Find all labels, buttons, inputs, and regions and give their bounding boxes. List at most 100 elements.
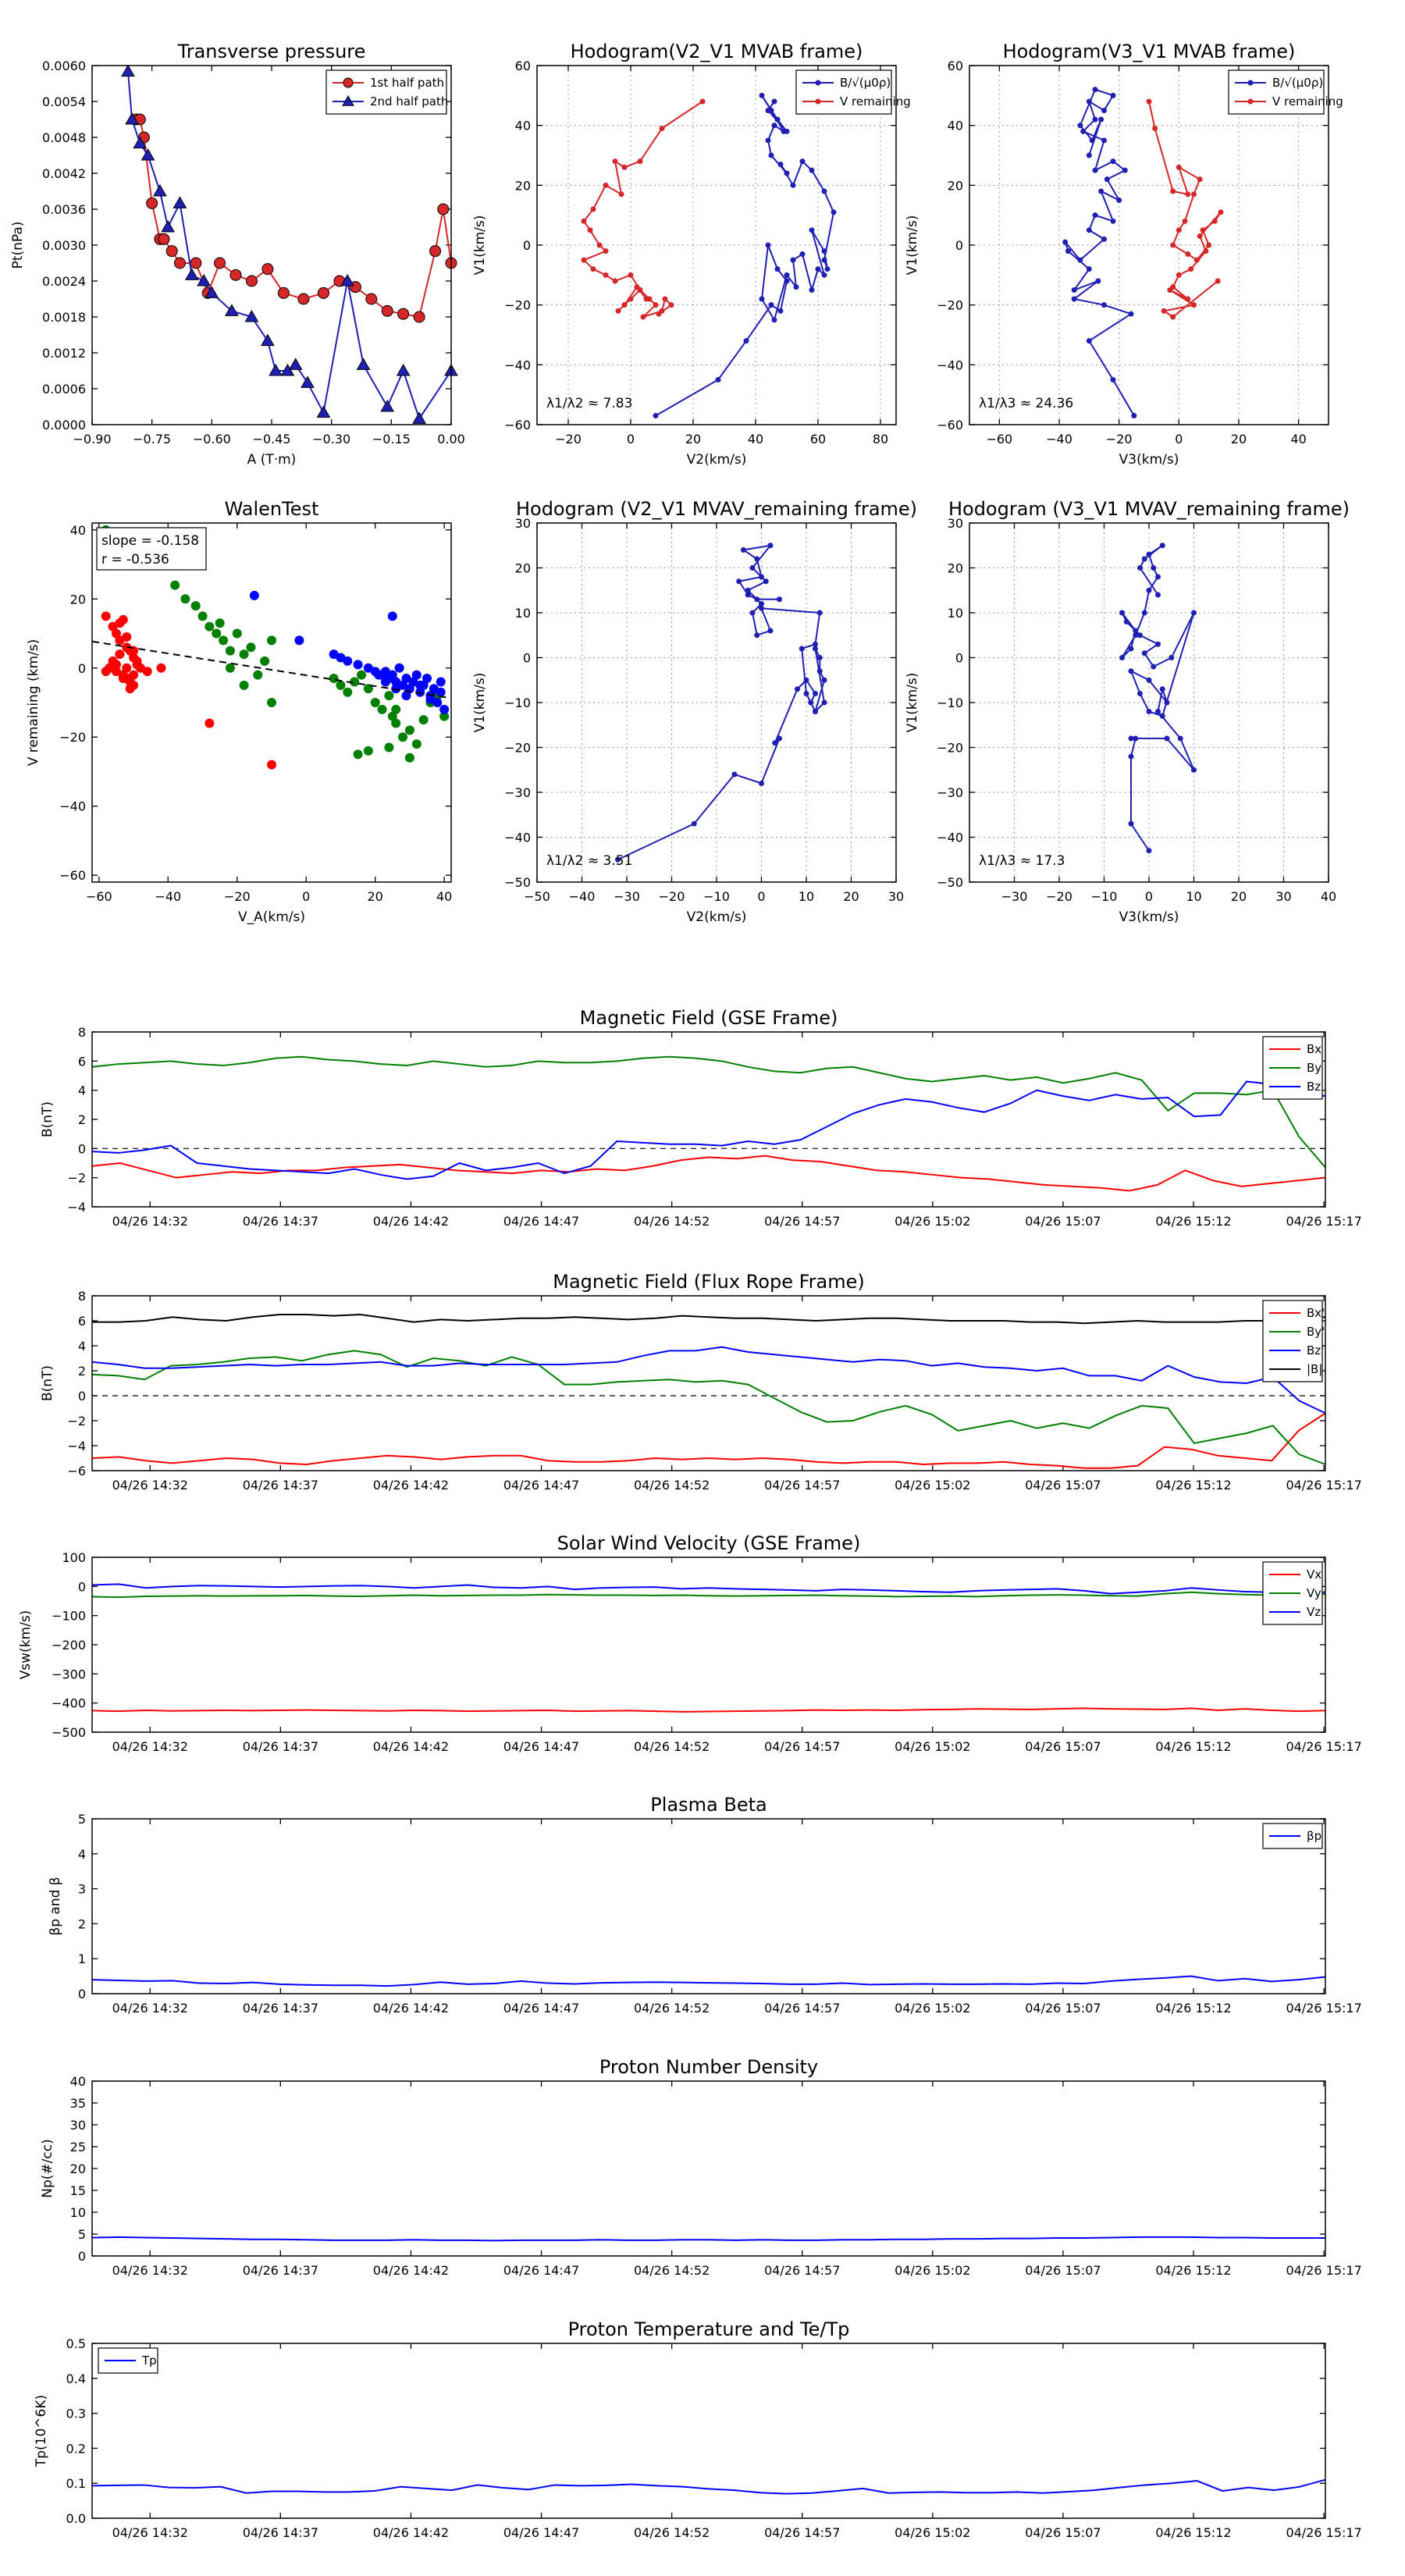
- y-axis-label: V1(km/s): [472, 215, 488, 276]
- data-point: [329, 649, 339, 660]
- y-tick-label: −60: [504, 418, 531, 432]
- y-tick-label: 0.0042: [42, 166, 86, 181]
- series-line: [91, 1975, 1326, 1987]
- x-tick-label: 04/26 14:32: [112, 1214, 188, 1229]
- x-tick-label: 04/26 14:37: [243, 1478, 318, 1493]
- data-point: [415, 680, 425, 690]
- data-point: [784, 128, 790, 134]
- data-point: [743, 338, 749, 344]
- data-point: [628, 296, 634, 302]
- data-point: [809, 227, 815, 233]
- eigenvalue-ratio-annotation: λ1/λ3 ≈ 24.36: [979, 396, 1073, 411]
- data-point: [439, 704, 450, 714]
- data-point: [401, 691, 411, 701]
- x-tick-label: −20: [555, 432, 582, 447]
- x-tick-label: 04/26 15:17: [1286, 2525, 1361, 2540]
- plot-title: Hodogram (V3_V1 MVAV_remaining frame): [948, 498, 1350, 520]
- data-point: [799, 251, 806, 257]
- data-point: [784, 170, 790, 176]
- data-point: [1193, 257, 1200, 263]
- y-axis-label: V remaining (km/s): [26, 639, 41, 767]
- y-tick-label: −300: [52, 1667, 86, 1681]
- legend-label: Vy: [1307, 1586, 1321, 1600]
- series-line: [127, 71, 452, 421]
- data-point: [1128, 646, 1134, 652]
- x-tick-label: −10: [1091, 889, 1118, 904]
- data-point: [799, 158, 806, 165]
- data-point: [774, 266, 781, 272]
- axes-frame: [91, 65, 452, 425]
- hodogram-v3-v1-mvav-plot: Hodogram (V3_V1 MVAV_remaining frame) V3…: [905, 498, 1350, 925]
- data-point: [1146, 848, 1152, 854]
- data-point: [768, 152, 774, 158]
- data-point: [125, 684, 135, 694]
- data-point: [784, 272, 790, 278]
- data-point: [813, 709, 818, 714]
- data-point: [412, 411, 426, 424]
- y-tick-label: 0.0048: [42, 130, 86, 145]
- y-axis-label: βp and β: [48, 1877, 63, 1935]
- data-point: [763, 578, 769, 585]
- data-point: [111, 667, 121, 677]
- data-point: [336, 653, 346, 663]
- y-tick-label: 10: [515, 606, 531, 621]
- data-point: [115, 649, 125, 660]
- data-point: [612, 278, 618, 284]
- data-point: [122, 663, 132, 673]
- y-tick-label: 0.0024: [42, 274, 86, 289]
- data-point: [158, 233, 170, 245]
- data-point: [1101, 108, 1107, 113]
- x-tick-label: 80: [873, 432, 888, 447]
- axes-frame: [91, 2343, 1326, 2519]
- data-point: [699, 98, 706, 105]
- x-tick-label: −0.60: [193, 432, 231, 447]
- series-line: [91, 2236, 1325, 2242]
- x-tick-label: 20: [843, 889, 859, 904]
- data-point: [1185, 251, 1191, 257]
- y-tick-label: −20: [504, 741, 531, 756]
- data-point: [316, 405, 331, 418]
- data-point: [813, 691, 818, 696]
- plot-title: Hodogram (V2_V1 MVAV_remaining frame): [516, 498, 917, 520]
- data-point: [1086, 338, 1092, 344]
- y-tick-label: −40: [937, 831, 963, 845]
- data-point: [353, 749, 363, 760]
- data-point: [1167, 287, 1173, 293]
- legend-label: |B|: [1307, 1362, 1322, 1376]
- x-tick-label: 04/26 15:07: [1025, 2525, 1101, 2540]
- data-point: [374, 670, 384, 680]
- legend-label: Bx': [1307, 1306, 1325, 1320]
- legend-label: Vx: [1307, 1567, 1321, 1582]
- x-tick-label: 04/26 15:12: [1155, 2525, 1231, 2540]
- x-tick-label: 0.00: [437, 432, 465, 447]
- data-point: [418, 715, 429, 725]
- hodogram-v2-v1-mvav-plot: Hodogram (V2_V1 MVAV_remaining frame) V2…: [472, 498, 917, 925]
- data-point: [280, 363, 295, 376]
- plot-title: Proton Number Density: [599, 2056, 818, 2078]
- x-tick-label: 04/26 15:12: [1155, 2263, 1231, 2278]
- y-tick-label: 40: [515, 119, 531, 133]
- y-tick-label: 2: [78, 1916, 86, 1931]
- data-point: [745, 592, 751, 598]
- data-point: [219, 635, 229, 646]
- data-point: [197, 611, 208, 621]
- data-point: [404, 725, 414, 735]
- data-point: [759, 574, 764, 580]
- x-tick-label: 04/26 14:57: [764, 2001, 840, 2016]
- x-tick-label: 40: [1321, 889, 1336, 904]
- data-point: [413, 311, 425, 323]
- data-point: [1110, 218, 1116, 224]
- data-point: [1176, 272, 1182, 278]
- x-tick-label: 04/26 15:17: [1286, 1214, 1361, 1229]
- x-tick-label: 30: [888, 889, 904, 904]
- data-point: [1062, 239, 1069, 245]
- x-tick-label: 04/26 15:12: [1155, 1214, 1231, 1229]
- x-axis-label: V_A(km/s): [238, 909, 305, 925]
- data-point: [1151, 565, 1157, 571]
- data-point: [1211, 218, 1218, 224]
- data-point: [387, 611, 397, 621]
- y-tick-label: 0: [78, 2249, 86, 2264]
- data-point: [808, 699, 814, 706]
- data-point: [1155, 574, 1161, 580]
- y-tick-label: 0: [955, 651, 963, 666]
